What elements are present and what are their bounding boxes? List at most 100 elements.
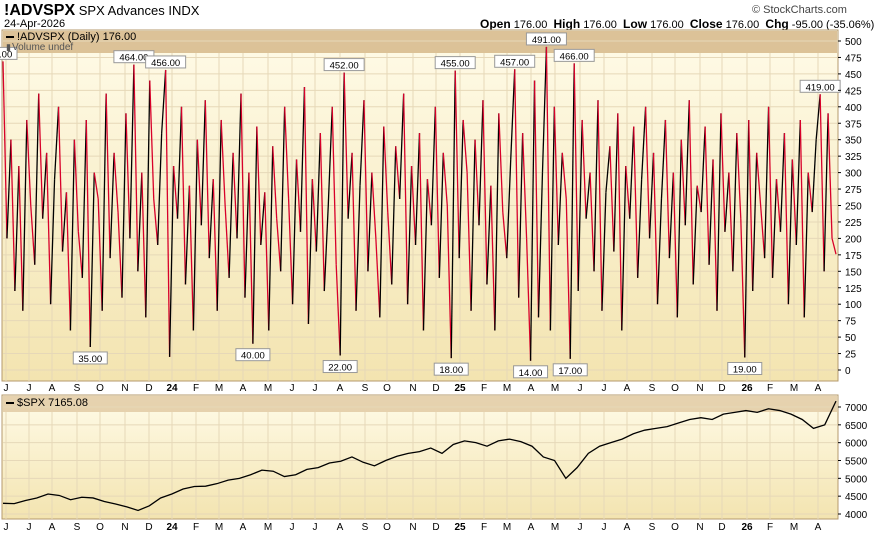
advances-segment bbox=[105, 93, 111, 259]
advances-segment bbox=[236, 93, 242, 239]
spx-series-line bbox=[2, 400, 837, 512]
advances-segment bbox=[196, 139, 202, 226]
spx-y-tick-label: 6500 bbox=[845, 421, 868, 432]
advances-segment bbox=[379, 126, 385, 318]
chart-title: !ADVSPX SPX Advances INDX bbox=[4, 2, 199, 20]
advances-segment bbox=[438, 152, 444, 278]
advances-segment bbox=[371, 172, 377, 239]
x-tick-label: M bbox=[264, 383, 272, 394]
advances-segment bbox=[474, 139, 480, 226]
advances-segment bbox=[387, 212, 393, 285]
advances-segment bbox=[331, 106, 337, 265]
annotation-label: 22.00 bbox=[328, 363, 352, 374]
advances-segment bbox=[498, 113, 504, 213]
spx-x-tick-label: D bbox=[718, 522, 725, 533]
advances-segment bbox=[644, 106, 651, 239]
advances-segment bbox=[609, 146, 615, 252]
volume-bars-icon: ▮ bbox=[6, 42, 11, 52]
spx-x-tick-label: S bbox=[649, 522, 656, 533]
advances-segment bbox=[787, 159, 794, 305]
advances-segment bbox=[771, 179, 778, 278]
annotation-box bbox=[799, 79, 841, 93]
copyright[interactable]: © StockCharts.com bbox=[752, 4, 847, 16]
advances-segment bbox=[291, 159, 298, 305]
advances-segment bbox=[402, 93, 409, 305]
advances-segment bbox=[49, 179, 56, 305]
advances-segment bbox=[712, 159, 718, 311]
x-tick-label: A bbox=[337, 383, 344, 394]
advances-segment bbox=[525, 238, 532, 361]
advances-segment bbox=[113, 152, 119, 213]
advances-segment bbox=[327, 106, 333, 206]
advances-segment bbox=[14, 165, 20, 292]
advances-segment bbox=[637, 179, 643, 278]
advances-segment bbox=[45, 152, 52, 305]
advances-segment bbox=[736, 133, 742, 219]
advances-segment bbox=[680, 139, 686, 226]
open-label: Open bbox=[480, 17, 511, 31]
annotation-box bbox=[553, 48, 595, 62]
advances-segment bbox=[367, 172, 373, 272]
advances-segment bbox=[153, 198, 159, 246]
y-tick-label: 325 bbox=[845, 152, 862, 163]
advances-segment bbox=[264, 192, 270, 331]
advances-segment bbox=[724, 172, 730, 232]
advances-segment bbox=[89, 172, 95, 347]
spx-legend-line-icon bbox=[6, 402, 14, 404]
spx-x-tick-label: 26 bbox=[741, 522, 753, 533]
advances-segment bbox=[629, 126, 635, 219]
advances-segment bbox=[430, 106, 437, 226]
advances-segment bbox=[395, 146, 401, 199]
annotation-box bbox=[0, 46, 18, 60]
spx-x-tick-label: A bbox=[49, 522, 56, 533]
annotation-label: 14.00 bbox=[519, 368, 543, 379]
x-tick-label: 26 bbox=[741, 383, 753, 394]
advances-segment bbox=[748, 119, 754, 292]
advances-segment bbox=[426, 179, 433, 226]
advances-segment bbox=[53, 106, 60, 180]
advances-segment bbox=[807, 172, 813, 213]
x-tick-label: M bbox=[790, 383, 798, 394]
spx-legend-bar bbox=[3, 396, 837, 412]
advances-segment bbox=[633, 126, 639, 278]
x-tick-label: J bbox=[27, 383, 32, 394]
advances-segment bbox=[775, 179, 782, 232]
advances-segment bbox=[406, 166, 413, 305]
advances-segment bbox=[272, 146, 278, 219]
x-tick-label: O bbox=[96, 383, 104, 394]
advances-segment bbox=[299, 87, 306, 232]
advances-segment bbox=[557, 152, 563, 246]
advances-segment bbox=[486, 185, 492, 285]
advances-segment bbox=[319, 133, 325, 292]
x-tick-label: O bbox=[671, 383, 679, 394]
y-tick-label: 200 bbox=[845, 234, 862, 245]
advances-segment bbox=[541, 46, 548, 173]
advances-segment bbox=[192, 139, 199, 331]
advances-segment bbox=[819, 94, 825, 272]
spx-y-tick-label: 5500 bbox=[845, 457, 868, 468]
advances-segment bbox=[208, 179, 214, 259]
spx-x-tick-label: M bbox=[264, 522, 272, 533]
y-tick-label: 500 bbox=[845, 37, 862, 48]
advances-segment bbox=[831, 238, 837, 255]
advances-segment bbox=[252, 126, 258, 344]
annotation-label: 457.00 bbox=[500, 57, 529, 68]
advances-segment bbox=[518, 133, 524, 298]
advances-segment bbox=[585, 172, 591, 219]
advances-segment bbox=[577, 119, 583, 292]
x-tick-label: M bbox=[503, 383, 511, 394]
advances-segment bbox=[176, 106, 183, 219]
spx-x-tick-label: 25 bbox=[454, 522, 466, 533]
advances-segment bbox=[811, 139, 817, 213]
spx-x-tick-label: F bbox=[193, 522, 199, 533]
advances-segment bbox=[232, 152, 238, 239]
advances-segment bbox=[339, 72, 345, 356]
advances-segment bbox=[672, 172, 678, 318]
advances-segment bbox=[490, 185, 496, 331]
y-tick-label: 250 bbox=[845, 202, 862, 213]
spx-x-tick-label: J bbox=[602, 522, 607, 533]
advances-segment bbox=[652, 152, 659, 305]
advances-segment bbox=[640, 106, 647, 180]
advances-segment bbox=[708, 159, 714, 265]
close-label: Close bbox=[689, 17, 723, 31]
